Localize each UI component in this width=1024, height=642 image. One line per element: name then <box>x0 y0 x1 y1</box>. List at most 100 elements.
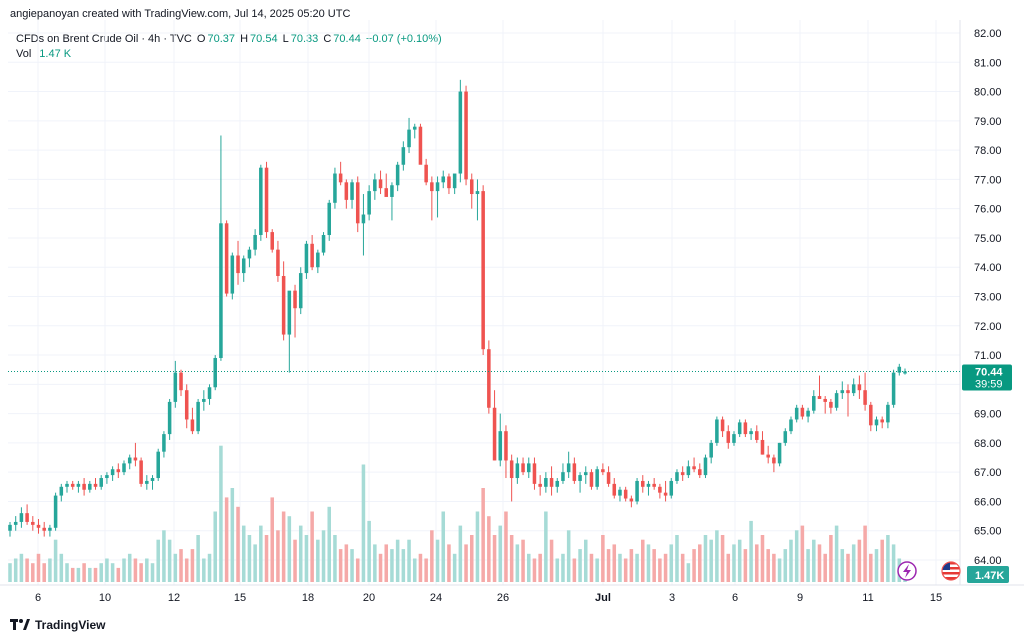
candle-body <box>76 483 81 487</box>
candle-body <box>167 401 172 435</box>
low-value: 70.33 <box>290 33 319 45</box>
volume-bar <box>281 511 286 582</box>
volume-bar <box>293 539 297 582</box>
candle <box>327 199 332 241</box>
candle-body <box>851 384 856 394</box>
candle <box>658 483 662 499</box>
candle-body <box>116 469 121 473</box>
x-tick-label: 15 <box>930 592 942 604</box>
candle-body <box>652 483 656 487</box>
candle <box>424 158 428 186</box>
candle <box>760 431 765 455</box>
footer-brand[interactable]: TradingView <box>10 618 105 632</box>
volume-bar <box>430 530 434 582</box>
candle-body <box>760 439 765 455</box>
candle <box>646 480 651 496</box>
candle <box>236 240 240 285</box>
volume-bar <box>561 553 565 582</box>
volume-bar <box>618 553 622 582</box>
candle-body <box>264 167 269 233</box>
volume-bar <box>755 544 759 582</box>
y-tick-label: 69.00 <box>974 409 1002 421</box>
volume-bar <box>515 544 520 582</box>
volume-bar <box>703 535 708 582</box>
candle <box>846 384 850 417</box>
candle-body <box>532 463 537 484</box>
candle <box>167 398 172 440</box>
volume-bar <box>219 445 223 582</box>
candle-body <box>583 472 588 476</box>
candle <box>492 390 497 461</box>
candle <box>293 284 297 338</box>
candle-body <box>333 173 337 203</box>
candle-body <box>487 349 491 408</box>
volume-bar <box>601 535 605 582</box>
candle-body <box>93 483 98 487</box>
candle-body <box>544 478 548 487</box>
volume-bar <box>658 558 662 582</box>
candle-body <box>521 463 525 473</box>
candle-body <box>475 191 480 195</box>
volume-bar <box>749 520 753 582</box>
volume-bar <box>441 511 446 582</box>
candle <box>703 454 708 479</box>
volume-bar <box>800 525 805 582</box>
volume-bar <box>777 558 782 582</box>
candle <box>589 469 594 490</box>
candle <box>281 261 286 341</box>
candle <box>310 235 314 271</box>
candle <box>407 117 411 154</box>
candle <box>698 463 702 479</box>
candle-body <box>316 252 320 268</box>
volume-bar <box>435 539 440 582</box>
y-tick-label: 73.00 <box>974 292 1002 304</box>
candle-body <box>903 371 907 374</box>
us-flag-icon[interactable] <box>941 561 961 581</box>
candle-body <box>509 460 514 479</box>
candle <box>566 451 571 479</box>
candle-body <box>669 480 674 496</box>
candle <box>498 413 503 467</box>
candle-body <box>709 442 713 458</box>
candle <box>264 161 269 238</box>
candle <box>207 384 212 405</box>
volume-bar <box>373 544 377 582</box>
candle <box>886 401 890 429</box>
volume-bar <box>589 553 594 582</box>
candle <box>880 416 884 429</box>
candle <box>726 425 731 449</box>
candle <box>840 381 845 399</box>
candle <box>338 161 343 186</box>
candle-body <box>737 422 742 435</box>
volume-bar <box>384 544 389 582</box>
volume-bar <box>167 539 172 582</box>
volume-bar <box>492 535 497 582</box>
volume-bar <box>646 544 651 582</box>
candle <box>629 495 634 508</box>
candle-body <box>441 176 446 183</box>
candle-body <box>48 527 52 531</box>
volume-bar <box>834 525 839 582</box>
volume-bar <box>179 549 183 582</box>
candle-body <box>59 486 64 496</box>
candle-body <box>589 472 594 487</box>
lightning-icon[interactable] <box>897 561 917 581</box>
volume-bar <box>150 563 155 582</box>
candle-body <box>880 419 884 423</box>
y-tick-label: 64.00 <box>974 555 1002 567</box>
candle-body <box>492 407 497 461</box>
candle-body <box>806 410 810 417</box>
candle <box>652 478 656 490</box>
candle <box>481 185 485 356</box>
symbol-name[interactable]: CFDs on Brent Crude Oil · 4h · TVC <box>16 33 192 45</box>
candle-body <box>304 243 309 274</box>
candle <box>321 232 326 256</box>
candle-body <box>703 457 708 476</box>
volume-bar <box>641 539 645 582</box>
candle <box>184 384 189 429</box>
volume-bar <box>680 553 685 582</box>
tradingview-logo-icon <box>10 619 30 630</box>
y-tick-label: 72.00 <box>974 321 1002 333</box>
volume-bar <box>338 549 343 582</box>
